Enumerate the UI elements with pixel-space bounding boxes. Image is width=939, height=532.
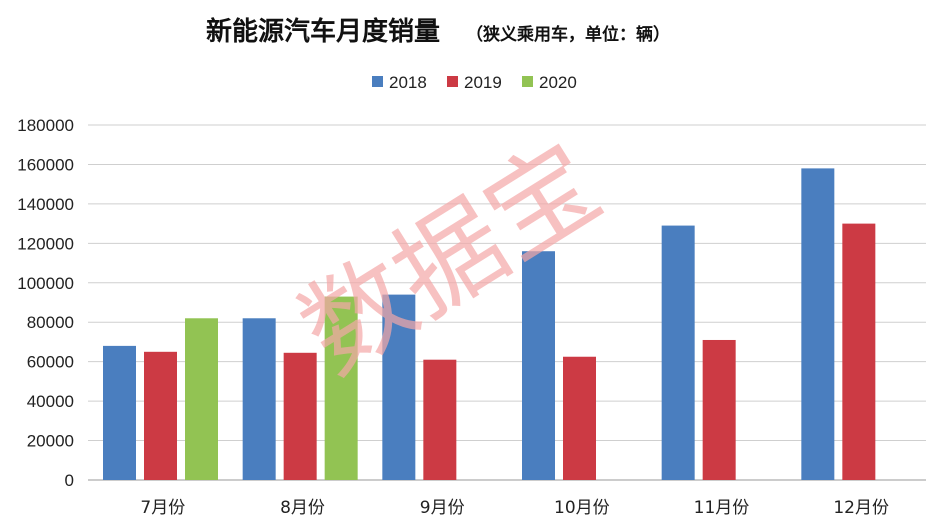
x-tick-label: 11月份 <box>694 498 750 518</box>
legend-label: 2019 <box>464 73 502 92</box>
x-tick-label: 7月份 <box>140 498 185 518</box>
y-tick-label: 160000 <box>17 155 74 174</box>
y-tick-label: 120000 <box>17 234 74 253</box>
chart-subtitle: （狭义乘用车，单位：辆） <box>466 24 670 45</box>
chart-title-main: 新能源汽车月度销量 <box>206 16 440 47</box>
bar-2019-4 <box>702 339 736 480</box>
bar-2018-5 <box>801 168 835 480</box>
bar-2019-1 <box>283 352 317 480</box>
y-tick-label: 80000 <box>27 313 74 332</box>
y-axis: 0 20000 40000 60000 80000 100000 120000 140000 1… <box>17 116 74 490</box>
legend-label: 2020 <box>539 73 577 92</box>
y-tick-label: 60000 <box>27 353 74 372</box>
x-tick-label: 10月份 <box>554 498 610 518</box>
bars <box>103 168 876 480</box>
legend-swatch <box>522 76 533 87</box>
legend: 2018 2019 2020 <box>372 73 577 92</box>
y-tick-label: 140000 <box>17 195 74 214</box>
bar-2019-5 <box>842 223 876 480</box>
y-tick-label: 0 <box>65 471 74 490</box>
gridlines <box>88 124 926 481</box>
chart-title: 新能源汽车月度销量 （狭义乘用车，单位：辆） <box>206 16 670 47</box>
bar-2020-0 <box>185 318 218 480</box>
legend-label: 2018 <box>389 73 427 92</box>
bar-2019-2 <box>423 359 457 480</box>
bar-2018-4 <box>661 225 695 480</box>
y-tick-label: 100000 <box>17 274 74 293</box>
x-tick-label: 9月份 <box>420 498 465 518</box>
legend-swatch <box>372 76 383 87</box>
y-tick-label: 40000 <box>27 392 74 411</box>
bar-2019-0 <box>144 351 177 480</box>
bar-2018-0 <box>103 345 136 480</box>
bar-2018-1 <box>242 318 276 480</box>
x-axis: 7月份 8月份 9月份 10月份 11月份 12月份 <box>140 498 889 518</box>
y-tick-label: 20000 <box>27 432 74 451</box>
x-tick-label: 12月份 <box>833 498 889 518</box>
x-tick-label: 8月份 <box>280 498 325 518</box>
y-tick-label: 180000 <box>17 116 74 135</box>
legend-swatch <box>447 76 458 87</box>
bar-2019-3 <box>563 356 596 480</box>
bar-2018-2 <box>382 294 416 480</box>
bar-2020-1 <box>324 296 358 480</box>
bar-2018-3 <box>522 251 555 480</box>
watermark-text: 数据宝 <box>280 120 621 398</box>
